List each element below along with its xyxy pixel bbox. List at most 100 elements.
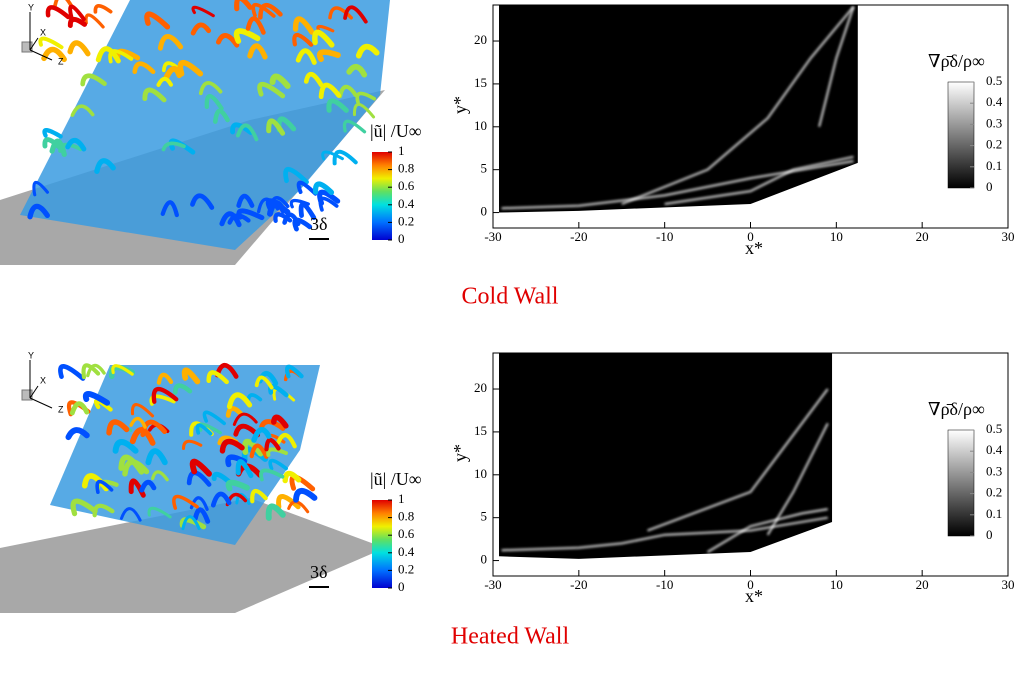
vortex-tube <box>27 203 50 220</box>
vortex-tube <box>264 437 281 452</box>
vortex-tube <box>192 507 211 524</box>
vortex-tube <box>112 439 139 454</box>
vortex-tube <box>346 63 368 78</box>
vortex-tube <box>316 49 341 62</box>
vortex-tube <box>258 2 283 20</box>
vortex-tube <box>49 138 67 158</box>
gradient-streak <box>707 508 828 553</box>
vortex-tube <box>251 2 276 18</box>
vortex-tube <box>242 438 264 457</box>
vortex-tube <box>273 212 293 223</box>
caption: Cold Wall <box>462 284 559 310</box>
vortex-tube <box>38 36 64 50</box>
vortex-tube <box>296 180 318 196</box>
vortex-tube <box>81 473 110 492</box>
vortex-tube <box>181 515 201 531</box>
vortex-tube <box>219 438 245 454</box>
vortex-tube <box>292 217 313 232</box>
y-tick-label: 15 <box>474 75 487 90</box>
gradient-streak <box>501 516 828 552</box>
vortex-tube <box>352 102 376 119</box>
triad-x <box>29 37 39 51</box>
vortex-tube <box>172 383 193 395</box>
vortex-tube <box>168 138 196 155</box>
y-tick-label: 10 <box>474 466 487 481</box>
colorbar-tick-label: 1 <box>398 143 405 158</box>
y-tick-label: 20 <box>474 32 487 47</box>
vortex-tube <box>70 498 98 517</box>
vortex-tube <box>342 119 367 134</box>
axis-label: X <box>40 375 46 385</box>
vortex-tube <box>245 16 266 35</box>
colorbar-tick-label: 0 <box>986 179 993 194</box>
x-tick-label: -20 <box>570 229 587 244</box>
vortex-tube <box>84 13 105 29</box>
vortex-tube <box>266 447 288 457</box>
vortex-tube <box>227 213 251 225</box>
vortex-tube <box>145 448 168 466</box>
vortex-tube <box>161 141 186 152</box>
colorbar-tick-label: 0 <box>398 231 405 246</box>
vortex-tube <box>45 5 71 20</box>
vortex-tube <box>210 491 232 508</box>
colorbar <box>947 81 975 189</box>
vortex-tube <box>236 193 255 208</box>
triad-x <box>29 385 39 399</box>
vortex-tube <box>312 181 335 196</box>
axis-label: X <box>40 27 46 37</box>
vortex-tube <box>247 43 268 60</box>
vortex-tube <box>232 412 258 426</box>
colorbar-tick-label: 0.3 <box>986 115 1002 130</box>
vortex-tube <box>259 419 286 431</box>
colorbar-tick-label: 0.6 <box>398 178 415 193</box>
vortex-tube <box>282 470 302 484</box>
vortex-tube <box>82 391 111 406</box>
scale-label: 3δ <box>310 214 327 234</box>
vortex-tube <box>266 118 286 136</box>
colorbar-tick-label: 0.8 <box>398 509 414 524</box>
vortex-tube <box>235 492 251 505</box>
colorbar-tick-label: 0.1 <box>986 158 1002 173</box>
vortex-tube <box>215 33 240 48</box>
colorbar-tick-label: 0.3 <box>986 463 1002 478</box>
vortex-tube <box>276 433 297 449</box>
vortex-tube <box>257 81 286 99</box>
vortex-tube <box>211 471 233 485</box>
vortex-tube <box>332 149 358 166</box>
vortex-tube <box>142 87 167 103</box>
vortex-tube <box>130 403 155 418</box>
x-tick-label: 30 <box>1002 577 1015 592</box>
vortex-tube <box>95 46 121 64</box>
vortex-tube <box>317 189 341 206</box>
vortex-tube <box>235 123 259 142</box>
x-tick-label: -10 <box>656 577 673 592</box>
vortex-tube <box>177 59 204 77</box>
vortex-tube <box>212 108 230 124</box>
vortex-tube <box>328 6 353 20</box>
vortex-tube <box>151 386 179 404</box>
x-tick-label: -20 <box>570 577 587 592</box>
vortex-tube <box>140 419 168 438</box>
vortex-tube <box>303 71 324 88</box>
y-axis-label: y* <box>450 444 470 462</box>
vortex-tube <box>144 11 171 30</box>
axis-label: Y <box>28 350 34 360</box>
gradient-streak <box>621 6 855 205</box>
vortex-tube <box>163 66 183 81</box>
vortex-tube <box>284 364 304 379</box>
colorbar-tick-label: 0.6 <box>398 526 415 541</box>
vortex-tube <box>93 398 113 412</box>
vortex-tube <box>95 479 114 494</box>
vortex-tube <box>65 137 87 152</box>
colorbar <box>372 500 392 588</box>
axis-label: Z <box>58 56 64 66</box>
vortex-tube <box>343 5 368 24</box>
vortex-tube <box>267 200 287 217</box>
y-tick-label: 5 <box>481 509 488 524</box>
vortex-tube <box>81 363 101 380</box>
vortex-tube <box>42 128 63 139</box>
x-tick-label: 10 <box>830 229 843 244</box>
x-tick-label: 20 <box>916 577 929 592</box>
vortex-tube <box>234 0 253 12</box>
